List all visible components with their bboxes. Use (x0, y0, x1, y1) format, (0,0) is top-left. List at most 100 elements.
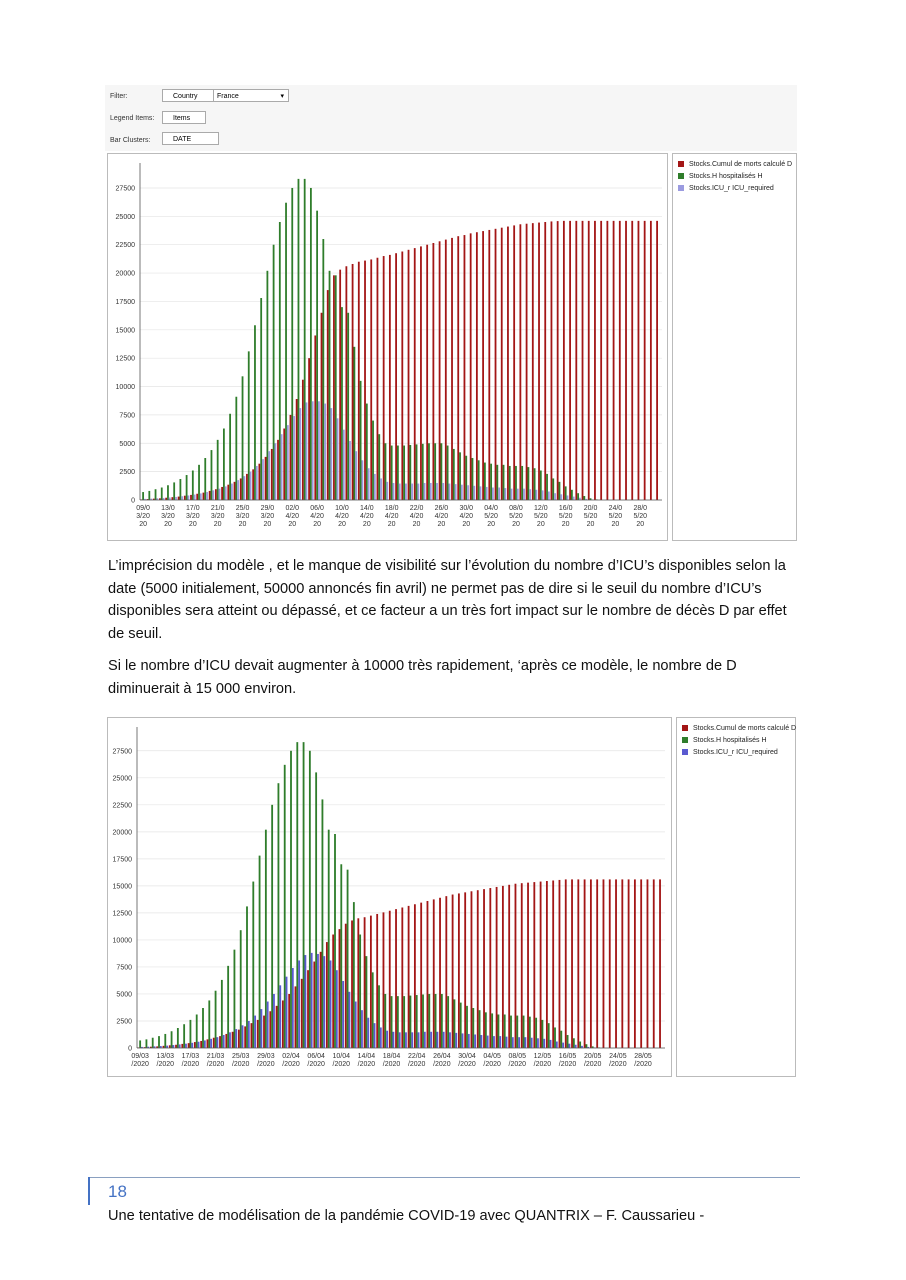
bar (193, 1042, 196, 1048)
bar (429, 482, 432, 500)
filter-dropdown[interactable]: France ▾ (213, 89, 289, 102)
bar (422, 994, 424, 1048)
x-tick-label-line: 20 (537, 521, 545, 528)
bar (388, 910, 391, 1048)
bar (401, 251, 404, 500)
legend-entry: Stocks.H hospitalisés H (677, 734, 795, 746)
x-tick-label: 20/05/2020 (584, 1053, 602, 1068)
bar (525, 223, 528, 500)
bar (564, 879, 567, 1048)
x-tick-label-line: 20 (164, 521, 172, 528)
bar (405, 483, 407, 500)
bar (652, 879, 655, 1048)
cluster-field[interactable]: DATE (162, 132, 219, 145)
x-tick-label-line: /2020 (232, 1061, 250, 1068)
bar (600, 220, 603, 500)
bar (288, 993, 291, 1048)
bar (372, 420, 374, 500)
bar (351, 920, 353, 1048)
bar (546, 473, 548, 500)
x-tick-label-line: 18/0 (385, 505, 399, 512)
legend-entry: Stocks.Cumul de morts calculé D (673, 158, 796, 170)
legend-field[interactable]: Items (162, 111, 206, 124)
bar (320, 312, 323, 500)
bar (420, 902, 423, 1048)
legend-label: Stocks.ICU_r ICU_required (689, 184, 774, 192)
bar (560, 1030, 563, 1048)
bar (332, 934, 335, 1048)
bar (225, 1033, 228, 1048)
x-tick-label-line: 24/05 (609, 1053, 627, 1060)
y-tick-label: 2500 (116, 1018, 132, 1025)
bar (484, 1012, 487, 1048)
x-tick-label-line: 5/20 (609, 513, 623, 520)
bar (160, 487, 163, 500)
x-tick-label-line: 20 (437, 521, 445, 528)
bar (219, 1036, 221, 1048)
bar (514, 883, 517, 1048)
bar (477, 460, 480, 500)
bar (516, 1015, 519, 1048)
x-tick-label-line: 21/0 (211, 505, 225, 512)
bar (206, 492, 208, 500)
y-tick-label: 7500 (119, 412, 135, 419)
x-tick-label-line: 21/03 (207, 1053, 225, 1060)
x-tick-label-line: 02/0 (285, 505, 299, 512)
x-tick-label-line: 22/04 (408, 1053, 426, 1060)
bar (463, 235, 466, 500)
x-tick-label-line: 20 (636, 521, 644, 528)
bar (277, 439, 279, 500)
bar (475, 232, 478, 500)
bar (459, 1002, 462, 1048)
bar (398, 483, 401, 500)
bar (329, 960, 332, 1048)
bar (231, 1031, 234, 1048)
bar (396, 445, 399, 500)
bar (444, 239, 447, 500)
bar (413, 248, 416, 500)
filter-field[interactable]: Country (162, 89, 214, 102)
bar (426, 244, 429, 500)
bar (357, 261, 360, 500)
bar (254, 325, 256, 500)
legend-label: Stocks.Cumul de morts calculé D (689, 160, 793, 168)
bar (326, 290, 329, 500)
legend-label: Stocks.Cumul de morts calculé D (693, 724, 797, 732)
bar (543, 1038, 546, 1048)
bar (448, 483, 451, 500)
bar (469, 233, 472, 500)
bar (621, 879, 624, 1048)
bar (202, 1008, 204, 1048)
bar (554, 493, 556, 500)
legend-entry: Stocks.ICU_r ICU_required (673, 182, 796, 194)
bar (529, 489, 532, 500)
x-tick-label: 30/04/2020 (458, 1053, 476, 1068)
bar (451, 894, 454, 1048)
bar (324, 403, 327, 500)
bar (533, 882, 536, 1048)
bar (497, 1014, 500, 1048)
bar (260, 1009, 263, 1048)
bar (210, 1038, 213, 1048)
bar (198, 464, 200, 500)
bar (289, 414, 292, 500)
bar (581, 220, 584, 500)
bar (510, 1015, 512, 1048)
x-tick-label-line: 20 (562, 521, 570, 528)
bar (154, 489, 157, 500)
bar (467, 1033, 470, 1048)
bar (556, 221, 559, 500)
bar (303, 178, 306, 500)
bar (344, 923, 347, 1048)
y-tick-label: 7500 (116, 964, 132, 971)
x-tick-label-line: 04/0 (484, 505, 498, 512)
bar (507, 226, 509, 500)
bar (342, 980, 345, 1048)
bar (221, 486, 223, 500)
bar (545, 881, 548, 1048)
bar (643, 220, 646, 500)
